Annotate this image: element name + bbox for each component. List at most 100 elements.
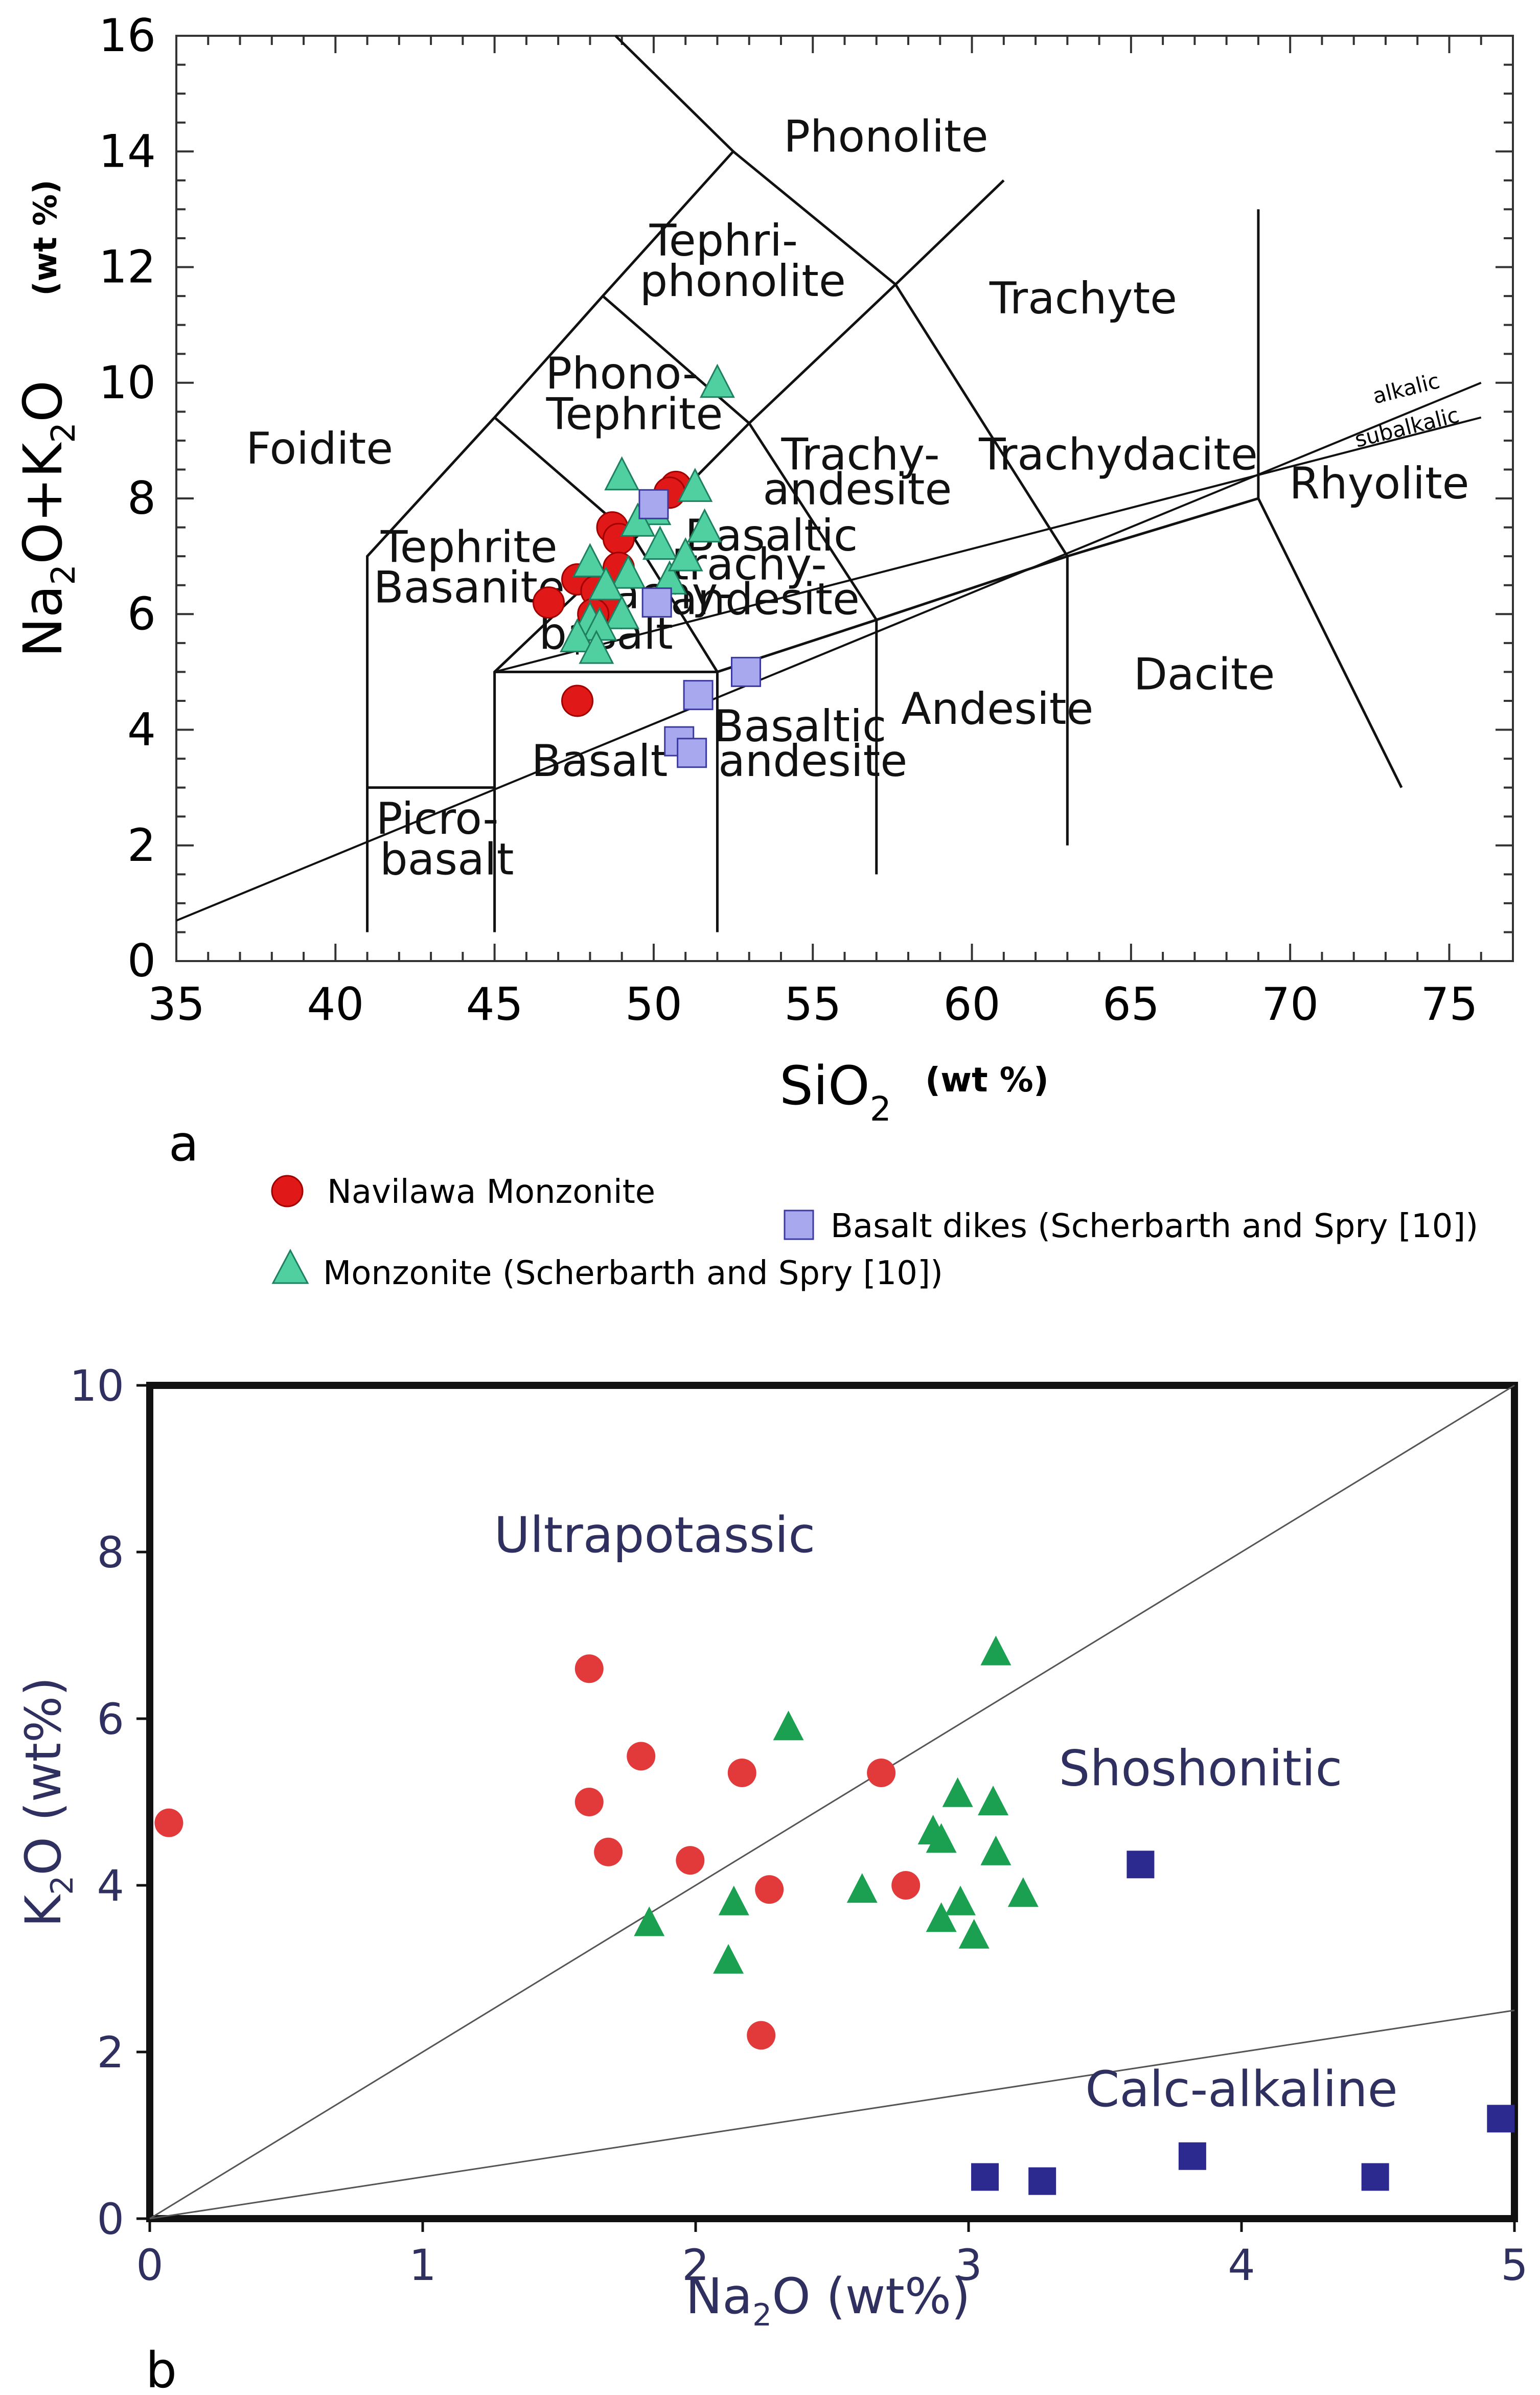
- alkalic-subalkalic-divider: [176, 381, 1482, 922]
- field-label: Phono-: [545, 348, 698, 399]
- chart-b-x-axis-title: Na2O (wt%): [685, 2268, 970, 2333]
- monzonite-point: [980, 1835, 1012, 1865]
- navilawa-point: [891, 1871, 921, 1900]
- monzonite-point: [773, 1710, 804, 1741]
- chart-a-field-boundaries: [176, 35, 1482, 932]
- chart-b: 0 1 2 3 4 5 0 2 4 6 8 10 Ultrapotassic Shoshonitic Ca…: [15, 1361, 1528, 2395]
- y-tick-label: 8: [97, 1527, 124, 1578]
- y-tick-label: 16: [99, 9, 156, 62]
- field-label: Basaltic: [714, 701, 886, 752]
- legend-green-triangle-marker: [271, 1248, 309, 1284]
- legend: Navilawa Monzonite Basalt dikes (Scherba…: [271, 1173, 1478, 1292]
- y-tick-label: 4: [97, 1861, 124, 1911]
- y-axis-title-unit: (wt %): [27, 179, 64, 295]
- legend-item-basalt-dikes: Basalt dikes (Scherbarth and Spry [10]): [784, 1207, 1478, 1245]
- x-tick-label: 40: [307, 978, 364, 1031]
- basalt-dike-point: [677, 738, 707, 768]
- field-label: Trachy-: [781, 429, 940, 480]
- basalt-dike-point: [1178, 2142, 1206, 2170]
- chart-a-points: [532, 363, 761, 768]
- monzonite-point: [642, 526, 678, 560]
- tas-field-boundary: [748, 422, 878, 621]
- monzonite-point: [958, 1919, 990, 1949]
- monzonite-point: [579, 629, 614, 664]
- navilawa-point: [627, 1742, 656, 1771]
- field-label: Basalt: [532, 736, 668, 787]
- field-label: Rhyolite: [1289, 458, 1469, 509]
- region-label: Shoshonitic: [1059, 1740, 1343, 1797]
- field-label: andesite: [671, 574, 860, 625]
- tas-field-boundary: [894, 284, 1069, 557]
- navilawa-point: [154, 1808, 183, 1837]
- chart-b-ticks: 0 1 2 3 4 5 0 2 4 6 8 10: [70, 1361, 1528, 2290]
- tas-field-boundary: [602, 295, 750, 424]
- x-tick-label: 2: [682, 2240, 709, 2290]
- tas-field-boundary: [633, 538, 719, 673]
- navilawa-point: [574, 1788, 604, 1816]
- x-tick-label: 65: [1102, 978, 1160, 1031]
- legend-item-monzonite: Monzonite (Scherbarth and Spry [10]): [271, 1248, 943, 1292]
- monzonite-point: [604, 595, 640, 629]
- field-label: phonolite: [640, 256, 846, 307]
- monzonite-point: [610, 554, 646, 589]
- navilawa-point: [676, 1846, 705, 1875]
- y-tick-label: 12: [99, 241, 156, 293]
- x-tick-label: 50: [625, 978, 682, 1031]
- monzonite-point: [926, 1902, 957, 1932]
- field-label: Phonolite: [784, 111, 989, 162]
- alkalic-subalkalic-divider: [494, 416, 1482, 673]
- basalt-dike-point: [638, 489, 669, 519]
- y-tick-label: 0: [97, 2194, 124, 2244]
- tas-field-boundary: [366, 35, 735, 932]
- basalt-dike-point: [1361, 2163, 1389, 2191]
- monzonite-point: [926, 1823, 957, 1853]
- x-tick-label: 75: [1420, 978, 1478, 1031]
- legend-item-navilawa: Navilawa Monzonite: [271, 1173, 655, 1211]
- x-tick-label: 60: [944, 978, 1001, 1031]
- monzonite-point: [1007, 1877, 1039, 1907]
- field-label: Picro-: [376, 793, 499, 845]
- navilawa-point: [747, 2021, 776, 2050]
- x-axis-title-formula: SiO2: [779, 1055, 891, 1129]
- panel-a-label: a: [169, 1115, 199, 1172]
- monzonite-point: [687, 508, 723, 543]
- chart-a-x-axis-title: SiO2 (wt %): [779, 1055, 1049, 1129]
- legend-red-circle-marker: [271, 1175, 304, 1207]
- chart-a-y-axis-title: Na2O+K2O (wt %): [12, 179, 83, 657]
- chart-b-y-axis-title: K2O (wt%): [15, 1677, 80, 1927]
- tas-field-boundary: [732, 150, 897, 286]
- x-tick-label: 70: [1261, 978, 1319, 1031]
- legend-monzonite-label: Monzonite (Scherbarth and Spry [10]): [323, 1254, 943, 1292]
- navilawa-point: [594, 1837, 623, 1866]
- monzonite-point: [634, 1906, 665, 1936]
- panel-b-label: b: [146, 2342, 177, 2395]
- monzonite-point: [713, 1944, 744, 1974]
- x-tick-label: 35: [148, 978, 205, 1031]
- navilawa-point: [574, 1654, 604, 1683]
- y-tick-label: 8: [127, 472, 156, 524]
- field-label: Foidite: [246, 423, 393, 474]
- monzonite-point: [846, 1873, 878, 1903]
- y-axis-title-formula: Na2O+K2O: [12, 380, 83, 657]
- monzonite-point: [718, 1885, 749, 1915]
- field-label: Trachyte: [989, 273, 1177, 324]
- legend-blue-square-marker: [784, 1210, 814, 1240]
- region-divider-line: [149, 2010, 1515, 2220]
- y-tick-label: 10: [99, 356, 156, 409]
- basalt-dike-point: [971, 2163, 999, 2191]
- field-label: Tephri-: [649, 215, 798, 266]
- field-label: Andesite: [901, 683, 1093, 735]
- monzonite-point: [980, 1635, 1012, 1666]
- chart-b-region-labels: Ultrapotassic Shoshonitic Calc-alkaline: [494, 1507, 1398, 2118]
- monzonite-point: [620, 502, 656, 537]
- basalt-dike-point: [730, 656, 761, 687]
- x-tick-label: 0: [136, 2240, 163, 2290]
- y-tick-label: 10: [70, 1361, 124, 1411]
- legend-basalt-dikes-label: Basalt dikes (Scherbarth and Spry [10]): [831, 1207, 1478, 1245]
- field-label: Trachydacite: [978, 429, 1258, 480]
- monzonite-point: [677, 468, 713, 502]
- x-tick-label: 55: [784, 978, 841, 1031]
- region-label: Ultrapotassic: [494, 1507, 816, 1564]
- chart-a-frame: [175, 35, 1514, 962]
